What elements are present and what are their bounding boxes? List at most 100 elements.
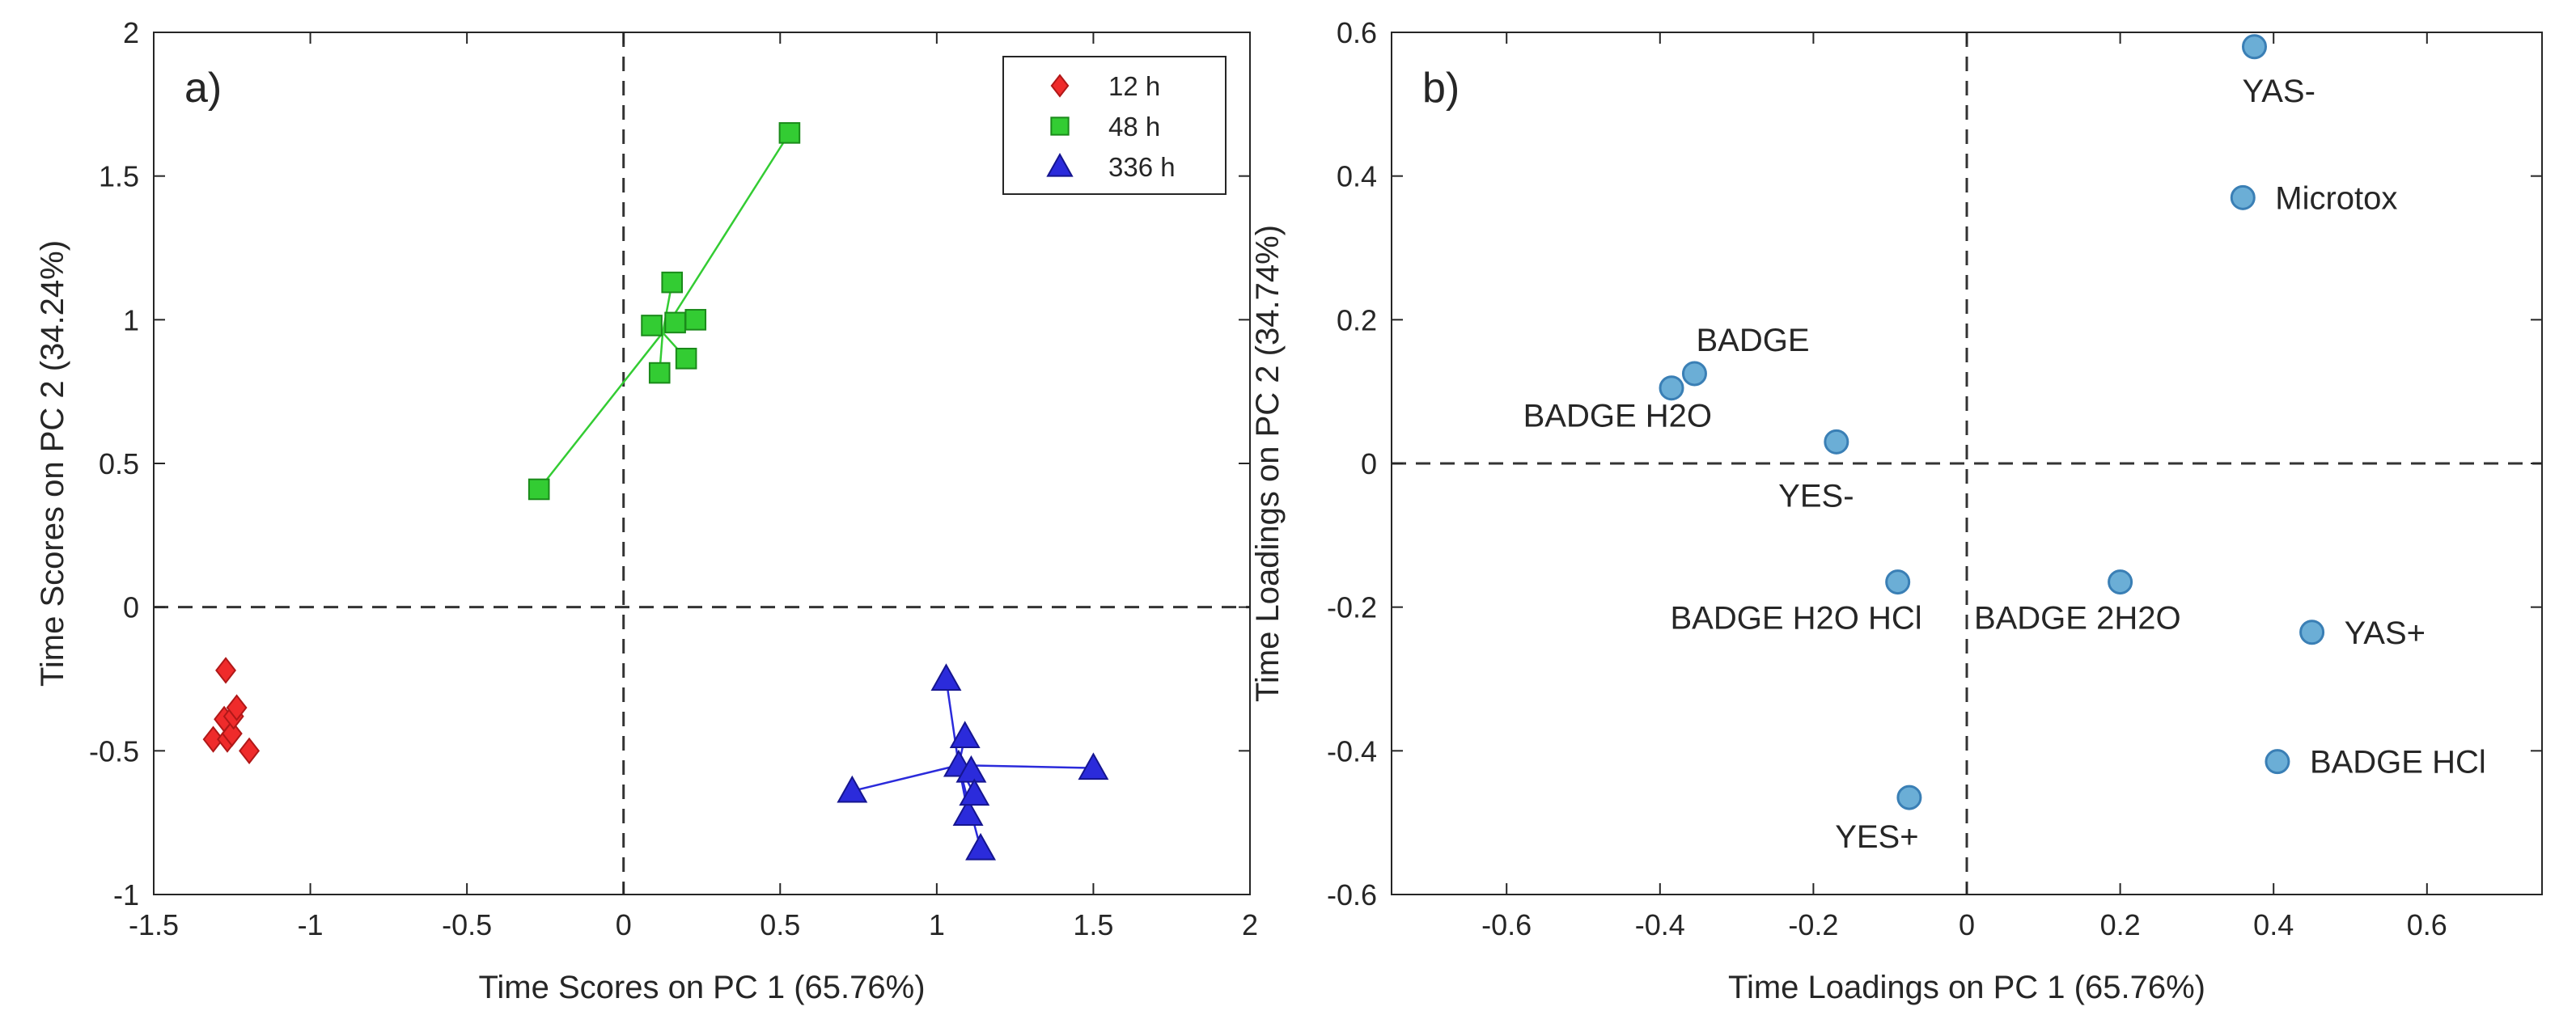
score-points	[202, 122, 1109, 861]
loading-point	[1885, 569, 1911, 595]
x-tick-label: 0.4	[2253, 908, 2294, 941]
axis-ticks: -1.5 -1 -0.5 0 0.5 1 1.5 2-1-0.500.511.52	[89, 16, 1258, 941]
loading-point	[1659, 375, 1684, 401]
panel-label: b)	[1422, 65, 1460, 112]
point-48h	[648, 362, 671, 384]
loading-label: YES+	[1835, 819, 1918, 855]
y-tick-label: 0.4	[1337, 160, 1377, 193]
loading-labels: YAS- Microtox BADGE BADGE H2O YES- BADGE H2O …	[1523, 74, 2486, 855]
loading-point	[1824, 429, 1849, 455]
y-tick-label: 0.6	[1337, 16, 1377, 49]
loading-label: BADGE HCl	[2310, 745, 2486, 780]
point-336h	[930, 663, 962, 691]
y-tick-label: -1	[113, 878, 139, 911]
loading-label: Microtox	[2275, 180, 2397, 216]
loading-point	[2299, 620, 2325, 645]
x-tick-label: 0	[616, 908, 632, 941]
x-tick-label: 0.5	[760, 908, 800, 941]
centroid-line-336h	[945, 679, 960, 766]
point-336h	[959, 778, 990, 806]
point-48h	[641, 315, 663, 336]
axis-ticks: -0.6 -0.4 -0.2 0 0.2 0.4 0.6 -0.6 -0.4 -0.2 0 0.2 0.…	[1327, 16, 2542, 941]
point-12h	[215, 657, 237, 684]
legend-marker-12h	[1050, 74, 1070, 98]
zero-lines	[1392, 32, 2542, 895]
point-336h	[955, 755, 987, 783]
x-tick-label: -0.5	[442, 908, 492, 941]
point-12h	[202, 725, 224, 753]
point-12h	[226, 694, 248, 721]
x-tick-label: -1	[298, 908, 324, 941]
x-tick-label: -0.2	[1788, 908, 1838, 941]
y-axis-label: Time Scores on PC 2 (34.24%)	[35, 240, 70, 687]
x-tick-label: 2	[1242, 908, 1258, 941]
x-tick-label: 0.6	[2407, 908, 2447, 941]
legend-label: 48 h	[1108, 112, 1160, 142]
loadings-plot: YAS- Microtox BADGE BADGE H2O YES- BADGE H2O …	[1250, 16, 2543, 1005]
loading-label: YAS+	[2345, 615, 2426, 651]
y-tick-label: 1.5	[99, 160, 139, 193]
y-tick-label: -0.6	[1327, 878, 1377, 911]
y-axis-label: Time Loadings on PC 2 (34.74%)	[1250, 225, 1286, 702]
loading-label: YES-	[1778, 478, 1854, 514]
x-tick-label: 1.5	[1073, 908, 1113, 941]
x-axis-label: Time Scores on PC 1 (65.76%)	[478, 970, 925, 1005]
centroid-line-48h	[662, 132, 790, 333]
loading-point	[1896, 785, 1922, 810]
point-48h	[661, 271, 684, 294]
y-tick-label: -0.5	[89, 734, 139, 768]
point-48h	[778, 122, 801, 144]
loading-point	[2108, 569, 2133, 595]
point-336h	[837, 775, 868, 803]
loading-point	[1681, 361, 1707, 387]
loading-point	[2265, 749, 2290, 775]
x-axis-label: Time Loadings on PC 1 (65.76%)	[1728, 970, 2205, 1005]
loading-label: BADGE H2O	[1523, 399, 1712, 434]
x-tick-label: 0.2	[2100, 908, 2141, 941]
point-48h	[684, 309, 707, 331]
loading-points	[1659, 34, 2325, 810]
x-tick-label: 0	[1959, 908, 1975, 941]
point-12h	[239, 737, 261, 764]
loading-label: BADGE H2O HCl	[1671, 601, 1922, 637]
point-48h	[664, 311, 686, 334]
centroid-line-336h	[852, 763, 960, 793]
panel-label: a)	[184, 65, 222, 112]
point-12h	[221, 720, 243, 747]
point-336h	[1078, 752, 1109, 780]
loading-point	[2242, 34, 2267, 60]
scores-plot: -1.5 -1 -0.5 0 0.5 1 1.5 2-1-0.500.511.52 a) Ti…	[35, 16, 1258, 1005]
y-tick-label: 1	[123, 303, 139, 336]
legend: 12 h 48 h 336 h	[1002, 56, 1227, 195]
centroid-line-48h	[538, 332, 664, 490]
loading-label: YAS-	[2243, 74, 2315, 109]
legend-label: 336 h	[1108, 152, 1176, 182]
loading-label: BADGE 2H2O	[1974, 601, 2181, 637]
x-tick-label: -0.4	[1635, 908, 1685, 941]
y-tick-label: 0.2	[1337, 303, 1377, 336]
x-tick-label: -0.6	[1481, 908, 1532, 941]
legend-box	[1002, 56, 1227, 195]
x-tick-label: -1.5	[129, 908, 179, 941]
y-tick-label: -0.4	[1327, 734, 1377, 768]
point-336h	[952, 798, 984, 826]
legend-marker-48h	[1050, 116, 1070, 136]
point-336h	[965, 832, 997, 861]
x-tick-label: 1	[929, 908, 945, 941]
zero-lines	[154, 32, 1250, 895]
y-tick-label: 0.5	[99, 447, 139, 480]
y-tick-label: 0	[123, 591, 139, 624]
centroid-line-336h	[958, 763, 1094, 769]
point-48h	[527, 478, 550, 501]
point-48h	[675, 348, 697, 370]
legend-marker-336h	[1046, 153, 1074, 177]
loading-label: BADGE	[1696, 323, 1809, 358]
point-336h	[949, 721, 981, 749]
legend-label: 12 h	[1108, 71, 1160, 101]
y-tick-label: 2	[123, 16, 139, 49]
y-tick-label: 0	[1361, 447, 1377, 480]
y-tick-label: -0.2	[1327, 591, 1377, 624]
loading-point	[2230, 184, 2256, 210]
